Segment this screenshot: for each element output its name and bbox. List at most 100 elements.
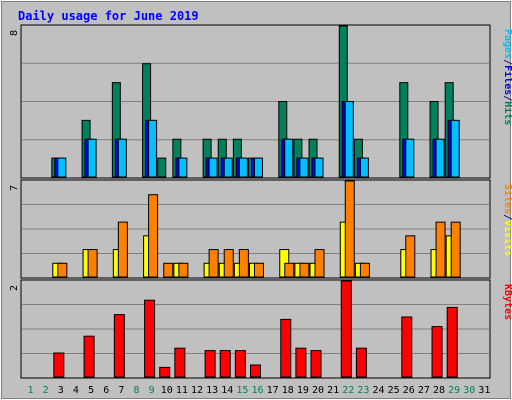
legend-entry: Sites <box>502 184 512 214</box>
x-tick-label: 22 <box>342 385 354 396</box>
bar-sites <box>238 249 249 278</box>
x-tick-label: 30 <box>463 385 475 396</box>
panel-kbytes: 2 KBytes <box>9 279 512 379</box>
bar-sites <box>254 262 264 278</box>
bar-sites <box>359 262 370 278</box>
x-tick-label: 23 <box>357 385 369 396</box>
x-tick-label: 21 <box>327 385 339 396</box>
bar-pages <box>238 157 248 178</box>
bar-pages <box>435 138 445 178</box>
bar-kbytes <box>310 350 322 378</box>
bar-kbytes <box>159 366 171 378</box>
bar-sites <box>344 180 355 278</box>
x-tick-label: 8 <box>133 385 139 396</box>
x-axis-day-labels: 1 2 3 4 5 6 7 8 9 10 11 12 13 14 15 16 17 18 19 20 21 22 23 24 2… <box>28 385 491 396</box>
x-tick-label: 27 <box>418 385 430 396</box>
bar-kbytes <box>83 335 95 378</box>
bar-sites <box>450 221 461 278</box>
x-tick-label: 13 <box>206 385 218 396</box>
bar-sites <box>405 235 416 278</box>
bar-kbytes <box>234 350 246 378</box>
bar-kbytes <box>280 318 292 378</box>
bar-kbytes <box>204 350 216 378</box>
bar-kbytes <box>174 347 186 378</box>
bar-sites <box>178 262 189 278</box>
bar-hits <box>157 157 167 178</box>
legend-entry: KBytes <box>502 284 512 320</box>
panel-legend: Pages/Files/Hits <box>502 29 512 125</box>
x-tick-label: 6 <box>103 385 109 396</box>
bar-sites <box>208 249 219 278</box>
bar-kbytes <box>431 326 443 378</box>
legend-entry: Hits <box>502 101 512 125</box>
x-tick-label: 28 <box>433 385 445 396</box>
x-tick-label: 3 <box>58 385 64 396</box>
bar-kbytes <box>250 364 261 378</box>
panel-hits: 8 Pages/Files/Hits <box>9 24 512 179</box>
x-tick-label: 31 <box>478 385 490 396</box>
x-tick-label: 7 <box>118 385 124 396</box>
bar-pages <box>359 157 369 178</box>
x-tick-label: 26 <box>403 385 415 396</box>
series-kbytes <box>53 280 458 378</box>
bar-pages <box>148 119 158 178</box>
bar-pages <box>254 157 263 178</box>
panel-max-label: 7 <box>9 185 20 191</box>
x-tick-label: 15 <box>236 385 248 396</box>
bar-sites <box>163 262 174 278</box>
bar-pages <box>208 157 218 178</box>
legend-entry: / <box>502 214 512 220</box>
bar-kbytes <box>113 314 125 378</box>
bar-sites <box>223 249 234 278</box>
x-tick-label: 18 <box>282 385 294 396</box>
bar-kbytes <box>53 352 65 378</box>
x-tick-label: 29 <box>448 385 460 396</box>
bar-pages <box>314 157 324 178</box>
x-tick-label: 1 <box>28 385 34 396</box>
bar-pages <box>284 138 294 178</box>
bar-sites <box>57 262 68 278</box>
legend-entry: Pages <box>502 29 512 59</box>
x-tick-label: 11 <box>176 385 188 396</box>
bar-pages <box>57 157 67 178</box>
bar-kbytes <box>219 350 231 378</box>
bar-sites <box>299 262 310 278</box>
x-tick-label: 20 <box>312 385 324 396</box>
bar-pages <box>223 157 233 178</box>
bar-kbytes <box>446 306 458 378</box>
bar-sites <box>87 249 98 278</box>
x-tick-label: 25 <box>388 385 400 396</box>
bar-sites <box>148 194 159 278</box>
x-tick-label: 24 <box>373 385 385 396</box>
bar-sites <box>284 262 295 278</box>
panel-legend: Sites/Visits <box>502 184 512 256</box>
x-tick-label: 17 <box>267 385 279 396</box>
bar-kbytes <box>355 347 367 378</box>
panel-max-label: 2 <box>9 285 20 291</box>
bar-sites <box>117 221 128 278</box>
panel-legend: KBytes <box>502 284 512 320</box>
bar-kbytes <box>340 280 352 378</box>
bar-pages <box>178 157 188 178</box>
series-sites <box>57 180 461 278</box>
x-tick-label: 4 <box>73 385 79 396</box>
series-pages <box>57 101 460 178</box>
bar-pages <box>117 138 127 178</box>
x-tick-label: 5 <box>88 385 94 396</box>
bar-sites <box>314 249 325 278</box>
panel-visits: 7 Sites/Visits <box>9 179 512 279</box>
chart-title: Daily usage for June 2019 <box>18 9 199 23</box>
x-tick-label: 19 <box>297 385 309 396</box>
bar-pages <box>450 119 460 178</box>
bar-pages <box>299 157 309 178</box>
panel-max-label: 8 <box>9 30 20 36</box>
bar-pages <box>87 138 97 178</box>
bar-pages <box>344 101 354 178</box>
bar-sites <box>435 221 446 278</box>
legend-entry: / <box>502 59 512 65</box>
x-tick-label: 16 <box>251 385 263 396</box>
x-tick-label: 12 <box>191 385 203 396</box>
